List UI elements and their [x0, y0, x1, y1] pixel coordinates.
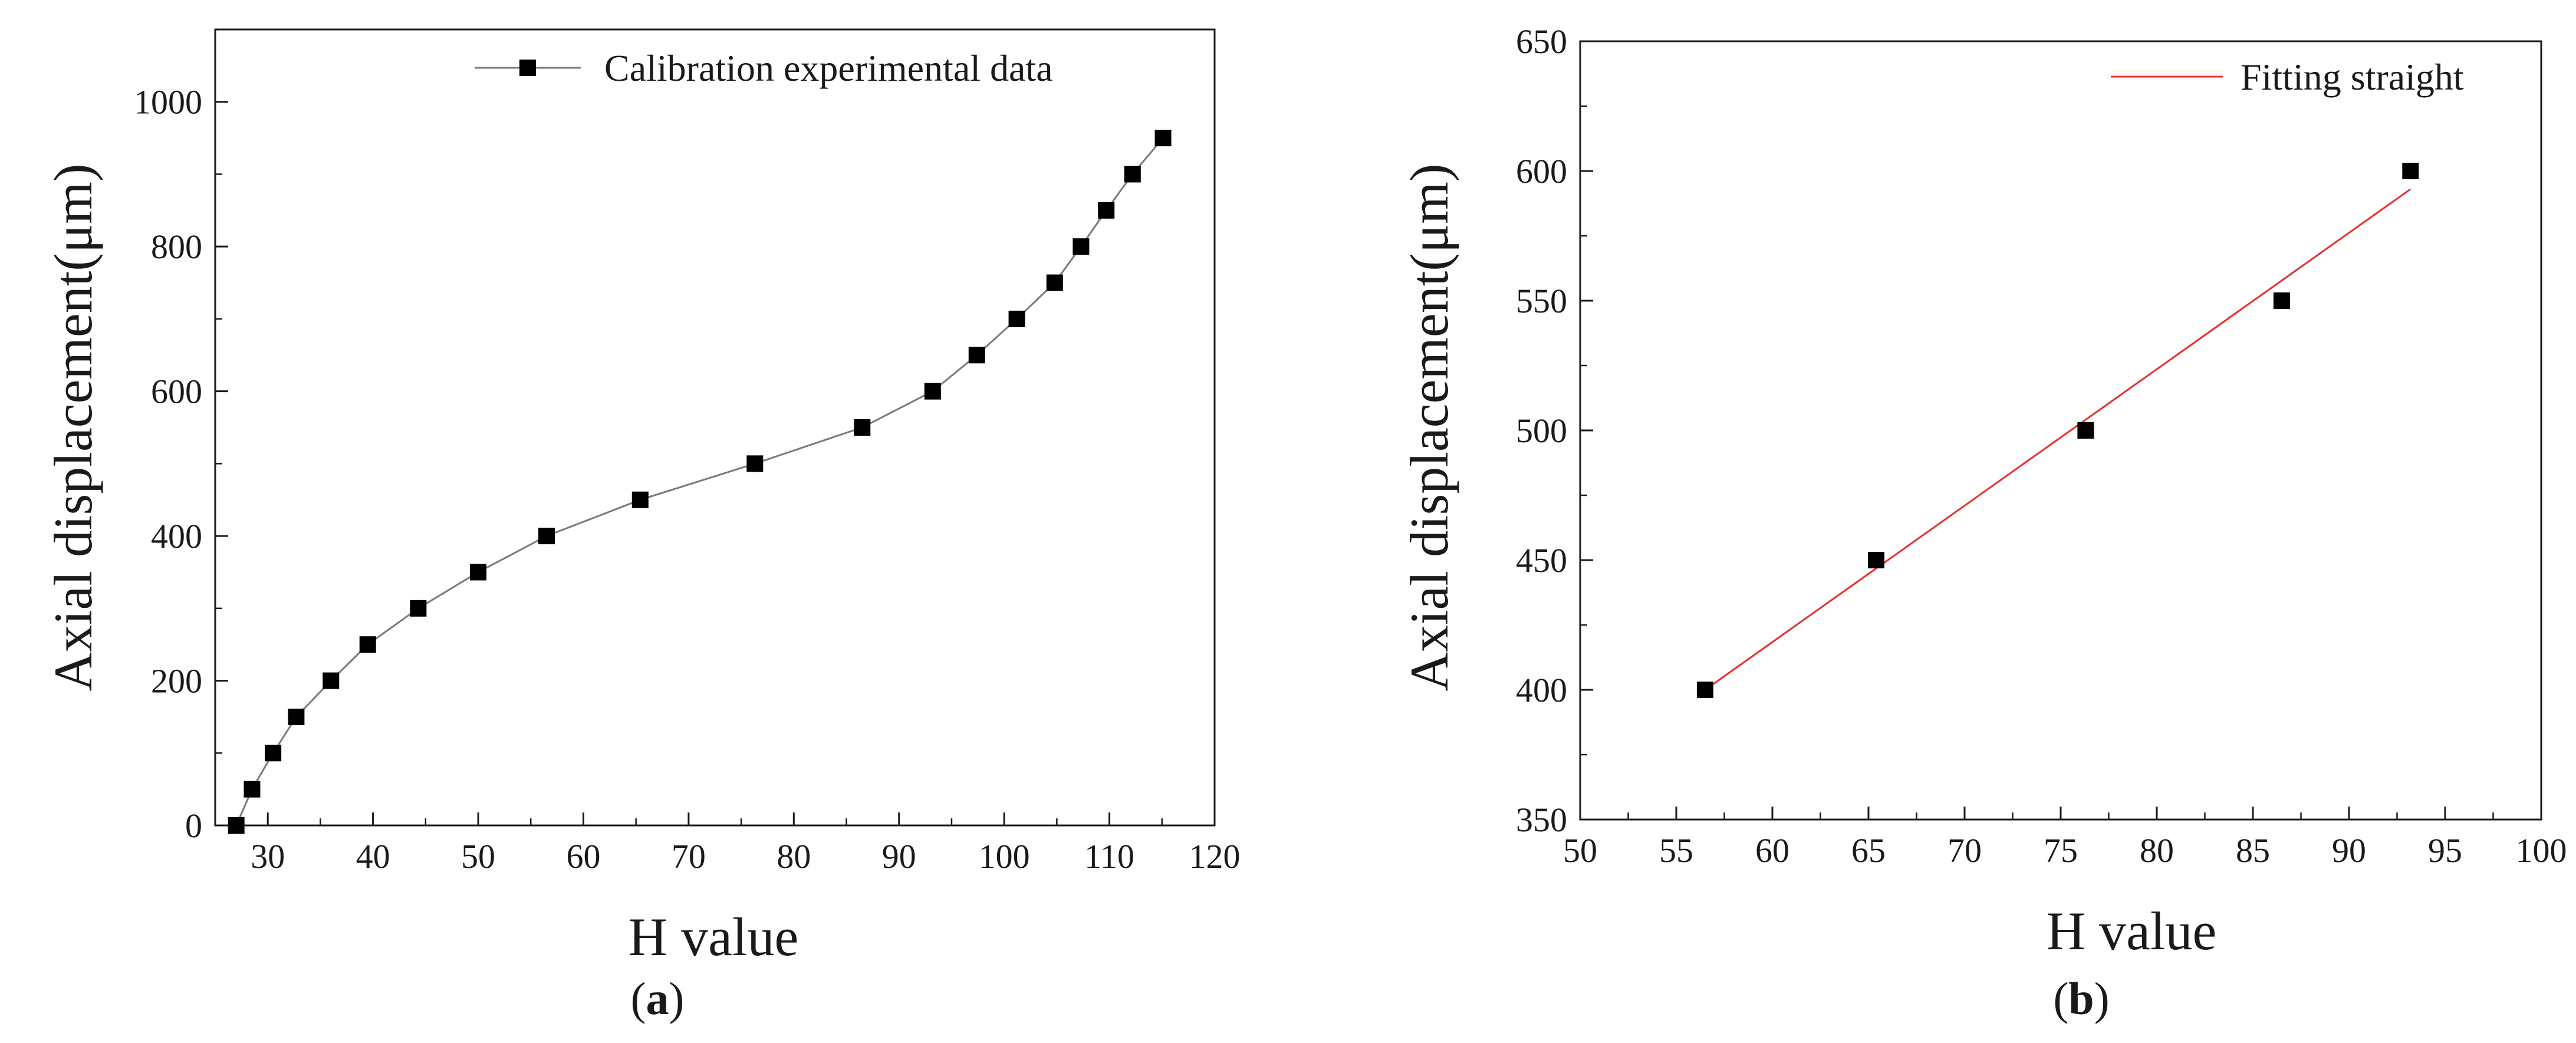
fit-line-b	[1705, 188, 2411, 691]
data-point-a	[1072, 238, 1090, 255]
data-point-a	[924, 383, 941, 400]
y-axis-title-b: Axial displacement(μm)	[1399, 164, 1459, 692]
data-point-a	[1124, 166, 1141, 183]
x-tick-label-a: 40	[356, 837, 390, 876]
x-tick-label-b: 100	[2516, 831, 2567, 870]
data-point-a	[1046, 274, 1063, 291]
data-point-a	[1008, 310, 1025, 327]
data-point-a	[323, 672, 340, 689]
y-tick-label-b: 550	[1516, 282, 1567, 320]
x-tick-label-a: 70	[672, 837, 706, 876]
y-tick-label-a: 0	[185, 807, 202, 845]
x-tick-label-a: 80	[777, 837, 811, 876]
data-point-a	[410, 600, 427, 617]
y-tick-label-a: 200	[151, 662, 202, 700]
data-point-a	[968, 347, 985, 364]
x-tick-label-b: 75	[2044, 831, 2078, 870]
x-tick-label-a: 90	[882, 837, 916, 876]
chart-b: 50 55 60 65 70 75 80 85 90 95 100 350 400 450 500 550 60…	[1399, 22, 2567, 961]
panel-b-label: (b)	[2053, 973, 2109, 1024]
plot-frame-b	[1579, 40, 2542, 821]
x-axis-title-b: H value	[2047, 901, 2217, 961]
y-tick-label-b: 450	[1516, 541, 1567, 580]
data-point-a	[228, 817, 245, 834]
data-point-a	[470, 564, 487, 581]
x-tick-label-b: 95	[2428, 831, 2462, 870]
x-tick-label-a: 110	[1084, 837, 1134, 876]
panel-a-label-open: (	[631, 973, 646, 1024]
chart-a: 30 40 50 60 70 80 90 100 110 120 0 200 400 600 800 1000…	[43, 28, 1241, 967]
panel-a-label: (a)	[631, 973, 685, 1024]
x-tick-label-b: 80	[2140, 831, 2174, 870]
y-tick-label-b: 500	[1516, 412, 1567, 450]
data-point-a	[1154, 130, 1172, 147]
data-point-b	[2273, 292, 2290, 309]
legend-label-b: Fitting straight	[2241, 56, 2464, 98]
x-tick-label-a: 30	[251, 837, 285, 876]
y-tick-label-a: 800	[151, 228, 202, 266]
y-tick-label-a: 1000	[134, 83, 202, 121]
x-tick-label-b: 90	[2332, 831, 2366, 870]
y-tick-label-a: 600	[151, 373, 202, 411]
data-point-a	[288, 708, 305, 725]
x-tick-label-b: 55	[1659, 831, 1693, 870]
y-axis-title-a: Axial displacement(μm)	[43, 164, 103, 692]
panel-a-label-close: )	[669, 973, 685, 1024]
data-point-a	[746, 455, 764, 472]
x-tick-label-a: 60	[566, 837, 600, 876]
panel-b-label-close: )	[2094, 973, 2110, 1024]
data-point-b	[2402, 163, 2419, 179]
x-tick-label-a: 120	[1189, 837, 1241, 876]
y-tick-label-a: 400	[151, 517, 202, 555]
plot-frame-a	[214, 28, 1216, 827]
x-tick-label-b: 70	[1947, 831, 1982, 870]
data-point-a	[244, 781, 261, 798]
y-tick-label-b: 600	[1516, 152, 1567, 190]
x-axis-title-a: H value	[629, 907, 799, 967]
y-tick-label-b: 400	[1516, 671, 1567, 709]
data-point-b	[1868, 552, 1885, 568]
x-tick-label-a: 100	[979, 837, 1030, 876]
y-tick-label-b: 650	[1516, 22, 1567, 61]
y-tick-label-b: 350	[1516, 801, 1567, 839]
panel-b-label-open: (	[2053, 973, 2068, 1024]
data-point-a	[359, 636, 376, 653]
data-point-a	[265, 745, 282, 762]
data-point-b	[1696, 682, 1713, 698]
data-point-a	[538, 528, 555, 545]
x-tick-label-b: 60	[1755, 831, 1789, 870]
x-tick-label-b: 85	[2236, 831, 2270, 870]
legend-label-a: Calibration experimental data	[604, 47, 1053, 89]
series-line-a	[235, 137, 1164, 826]
x-tick-label-a: 50	[461, 837, 495, 876]
x-tick-label-b: 50	[1563, 831, 1597, 870]
x-tick-label-b: 65	[1851, 831, 1886, 870]
data-point-b	[2077, 422, 2094, 439]
panel-a-label-letter: a	[646, 973, 669, 1024]
legend-marker-a	[519, 60, 536, 76]
data-point-a	[854, 419, 871, 436]
data-point-a	[631, 491, 649, 508]
panel-b-label-letter: b	[2068, 973, 2094, 1024]
data-point-a	[1098, 202, 1115, 219]
